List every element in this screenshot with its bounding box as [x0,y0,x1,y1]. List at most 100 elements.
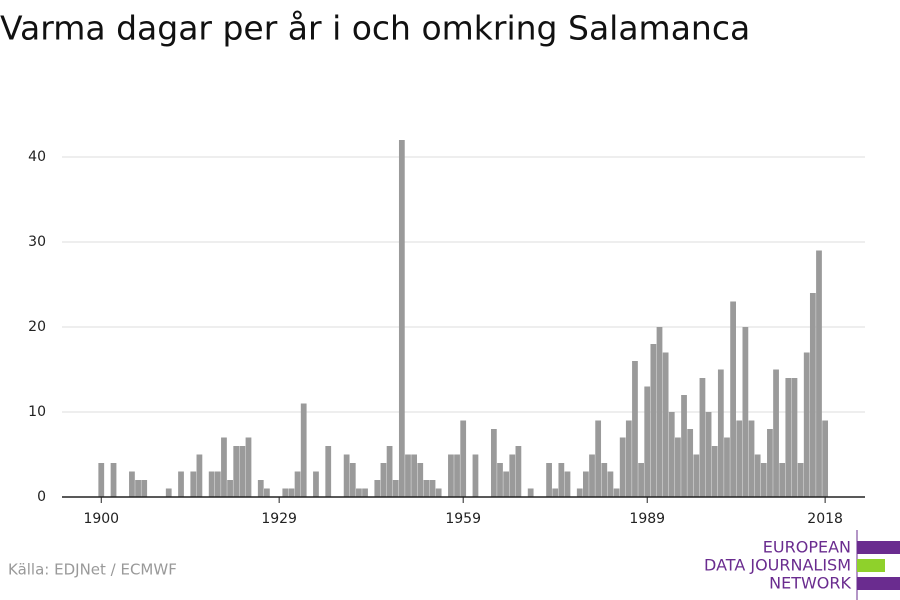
bar [736,420,743,497]
bar [325,446,332,497]
bar [98,463,105,497]
logo-text: NETWORK [769,574,851,593]
bar [233,446,240,497]
logo-text: DATA JOURNALISM [704,556,851,575]
bar [582,471,589,497]
bar [313,471,319,497]
bar [668,412,675,497]
bar [748,420,755,497]
y-tick-label: 20 [28,319,46,335]
bar [724,437,730,497]
bar [644,386,651,497]
bar [822,420,829,497]
bar [165,488,172,497]
bar [589,454,595,497]
bar [417,463,424,497]
bar [681,395,687,497]
bar [110,463,117,497]
bar [687,429,694,497]
y-tick-label: 10 [28,404,46,420]
bar [595,420,602,497]
bar [638,463,644,497]
bar [448,454,454,497]
bar [454,454,460,497]
bar [607,471,614,497]
bar [816,250,822,497]
bar [362,488,368,497]
bar [392,480,399,497]
bar [625,420,632,497]
bar [760,463,767,497]
bar [374,480,381,497]
bar [178,471,184,497]
bar [699,378,706,497]
bar [214,471,221,497]
bar [515,446,522,497]
bar [546,463,552,497]
bar [398,140,405,497]
logo-bar [857,541,900,554]
bar [754,454,761,497]
chart-title: Varma dagar per år i och omkring Salaman… [0,9,750,48]
bar [797,463,804,497]
bar [613,488,620,497]
bar [239,446,246,497]
bar [411,454,418,497]
bar [472,454,479,497]
logo-bar [857,577,900,590]
bar [356,488,362,497]
bar [435,488,442,497]
bar [460,420,467,497]
logo-text: EUROPEAN [763,538,851,557]
y-tick-label: 30 [28,234,46,250]
bar [135,480,141,497]
logo-bar [857,559,885,572]
bar [656,327,663,497]
x-tick-label: 2018 [807,511,843,527]
bar [343,454,350,497]
bar [196,454,203,497]
bar [264,488,270,497]
bar [490,429,497,497]
x-tick-label: 1900 [83,511,119,527]
bar [386,446,393,497]
bar [711,446,718,497]
bar [675,437,681,497]
bar [632,361,638,497]
bar [564,471,571,497]
bar [803,352,810,497]
x-tick-label: 1989 [629,511,665,527]
bar [619,437,626,497]
bar [742,327,749,497]
bar [294,471,301,497]
bar [527,488,534,497]
bar [558,463,565,497]
bar [662,352,669,497]
bar [300,403,307,497]
source: Källa: EDJNet / ECMWF [8,561,177,579]
bar [730,301,736,497]
bar [423,480,430,497]
y-tick-label: 40 [28,149,46,165]
bar [429,480,436,497]
bar [497,463,503,497]
bar [282,488,289,497]
bar [509,454,516,497]
bar [809,293,816,497]
bar [129,471,135,497]
bar [576,488,583,497]
bar [601,463,608,497]
bar [141,480,148,497]
bar [705,412,712,497]
bar [773,369,779,497]
bar [693,454,700,497]
bar [380,463,387,497]
bar [190,471,197,497]
bar [288,488,295,497]
y-tick-label: 0 [37,489,46,505]
bar [257,480,264,497]
x-tick-label: 1959 [445,511,481,527]
bar [349,463,356,497]
bar [208,471,215,497]
